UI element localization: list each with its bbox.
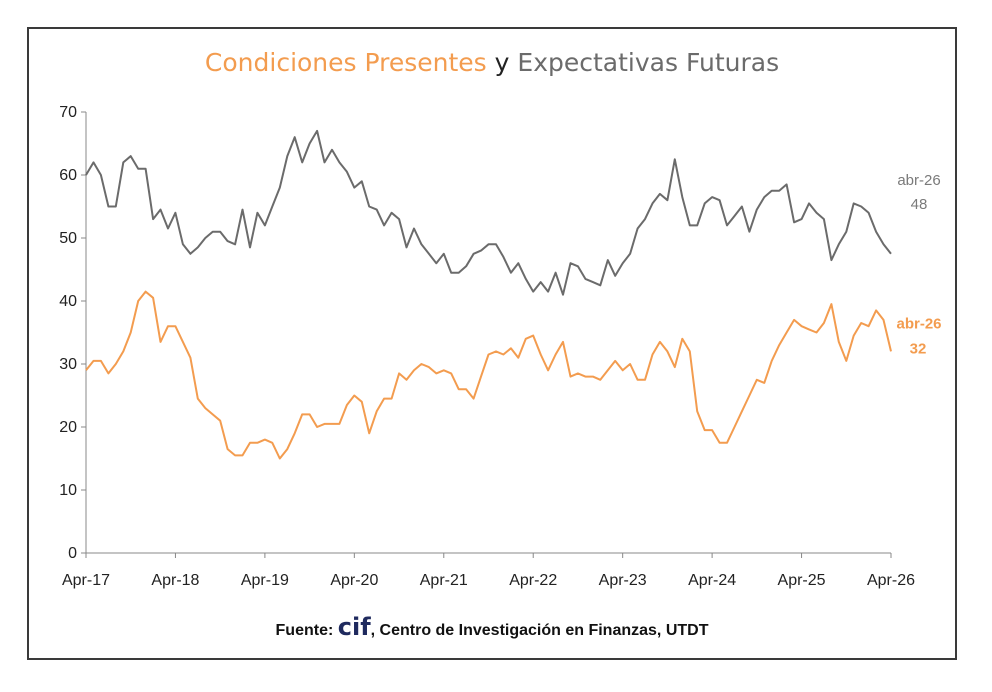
source-note: Fuente: cif, Centro de Investigación en … [276,613,709,641]
end-label-futuras: abr-26 48 [897,172,940,213]
series-line-futuras [85,129,892,296]
end-label-futuras-value: 48 [911,196,928,213]
y-tick-label: 10 [59,482,77,499]
cif-logo: cif [338,613,371,641]
end-label-presentes-date: abr-26 [896,315,941,332]
y-tick-label: 70 [59,104,77,121]
x-tick-label: Apr-22 [509,572,557,589]
x-tick-label: Apr-17 [62,572,110,589]
source-prefix: Fuente: [276,622,338,639]
x-tick-label: Apr-24 [688,572,736,589]
chart-title: Condiciones Presentes y Expectativas Fut… [205,48,779,77]
x-tick-label: Apr-25 [778,572,826,589]
x-axis: Apr-17 Apr-18 Apr-19 Apr-20 Apr-21 Apr-22 Apr-… [62,552,915,589]
y-tick-label: 60 [59,167,77,184]
x-tick-label: Apr-19 [241,572,289,589]
chart-title-part-y: y [487,48,518,77]
line-chart: Condiciones Presentes y Expectativas Fut… [59,48,941,641]
end-label-futuras-date: abr-26 [897,172,940,189]
y-tick-label: 30 [59,356,77,373]
y-tick-label: 50 [59,230,77,247]
y-tick-label: 0 [68,545,77,562]
y-tick-label: 20 [59,419,77,436]
y-tick-label: 40 [59,293,77,310]
series-layer [85,129,892,460]
x-tick-label: Apr-20 [330,572,378,589]
chart-frame: Condiciones Presentes y Expectativas Fut… [27,27,957,660]
y-axis: 0 10 20 30 40 50 60 70 [59,104,87,562]
x-tick-label: Apr-23 [599,572,647,589]
x-tick-label: Apr-26 [867,572,915,589]
chart-title-part-presentes: Condiciones Presentes [205,48,487,77]
x-tick-label: Apr-18 [151,572,199,589]
end-label-presentes-value: 32 [910,340,927,357]
chart-title-part-futuras: Expectativas Futuras [517,48,779,77]
x-tick-label: Apr-21 [420,572,468,589]
series-line-presentes [85,290,892,460]
end-label-presentes: abr-26 32 [896,315,941,357]
source-suffix: , Centro de Investigación en Finanzas, U… [371,622,709,639]
